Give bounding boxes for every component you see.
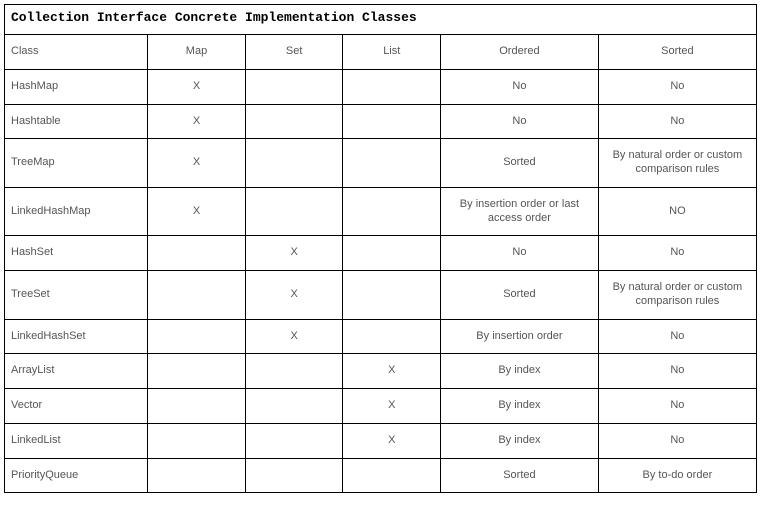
- table-row: HashtableX NoNo: [5, 104, 756, 139]
- table-cell: No: [598, 389, 756, 424]
- table-cell: TreeSet: [5, 271, 148, 320]
- table-header-row: Class Map Set List Ordered Sorted: [5, 35, 756, 70]
- table-cell: By natural order or custom comparison ru…: [598, 271, 756, 320]
- table-cell: X: [245, 271, 343, 320]
- table-cell: LinkedHashMap: [5, 187, 148, 236]
- table-cell: [245, 104, 343, 139]
- collections-table-container: Collection Interface Concrete Implementa…: [4, 4, 757, 493]
- table-cell: [148, 423, 246, 458]
- table-row: PriorityQueue SortedBy to-do order: [5, 458, 756, 492]
- table-cell: No: [441, 236, 599, 271]
- table-cell: HashMap: [5, 69, 148, 104]
- table-cell: HashSet: [5, 236, 148, 271]
- table-cell: No: [598, 354, 756, 389]
- table-cell: [148, 389, 246, 424]
- table-row: LinkedHashSet X By insertion orderNo: [5, 319, 756, 354]
- table-cell: [245, 354, 343, 389]
- table-cell: X: [245, 319, 343, 354]
- table-cell: [343, 139, 441, 188]
- table-cell: LinkedList: [5, 423, 148, 458]
- table-cell: LinkedHashSet: [5, 319, 148, 354]
- table-cell: X: [148, 187, 246, 236]
- table-cell: No: [598, 104, 756, 139]
- col-header-class: Class: [5, 35, 148, 70]
- table-cell: [245, 187, 343, 236]
- col-header-sorted: Sorted: [598, 35, 756, 70]
- table-cell: NO: [598, 187, 756, 236]
- table-cell: By index: [441, 354, 599, 389]
- table-cell: [343, 271, 441, 320]
- table-cell: [245, 389, 343, 424]
- table-cell: X: [245, 236, 343, 271]
- table-body: HashMapXNoNoHashtableXNoNoTreeMapXSorted…: [5, 69, 756, 492]
- table-cell: Sorted: [441, 458, 599, 492]
- table-cell: [148, 319, 246, 354]
- table-cell: By insertion order or last access order: [441, 187, 599, 236]
- table-cell: PriorityQueue: [5, 458, 148, 492]
- collections-table: Class Map Set List Ordered Sorted HashMa…: [5, 34, 756, 492]
- table-cell: Hashtable: [5, 104, 148, 139]
- table-row: ArrayList XBy indexNo: [5, 354, 756, 389]
- table-row: TreeSet X SortedBy natural order or custom…: [5, 271, 756, 320]
- table-cell: X: [148, 139, 246, 188]
- table-cell: No: [598, 69, 756, 104]
- table-cell: By natural order or custom comparison ru…: [598, 139, 756, 188]
- table-cell: [245, 423, 343, 458]
- table-row: HashMapX NoNo: [5, 69, 756, 104]
- table-cell: ArrayList: [5, 354, 148, 389]
- table-cell: [245, 139, 343, 188]
- table-cell: No: [598, 319, 756, 354]
- col-header-list: List: [343, 35, 441, 70]
- table-cell: Vector: [5, 389, 148, 424]
- table-cell: TreeMap: [5, 139, 148, 188]
- table-cell: By index: [441, 423, 599, 458]
- table-cell: [245, 458, 343, 492]
- table-row: HashSet X NoNo: [5, 236, 756, 271]
- table-cell: X: [148, 104, 246, 139]
- table-cell: [148, 236, 246, 271]
- col-header-ordered: Ordered: [441, 35, 599, 70]
- table-cell: Sorted: [441, 271, 599, 320]
- table-cell: [343, 236, 441, 271]
- table-cell: [343, 319, 441, 354]
- table-cell: [343, 458, 441, 492]
- table-cell: [148, 354, 246, 389]
- table-cell: [343, 187, 441, 236]
- table-row: Vector XBy indexNo: [5, 389, 756, 424]
- table-cell: By index: [441, 389, 599, 424]
- table-cell: No: [598, 236, 756, 271]
- table-cell: Sorted: [441, 139, 599, 188]
- col-header-map: Map: [148, 35, 246, 70]
- table-cell: No: [598, 423, 756, 458]
- table-cell: X: [343, 423, 441, 458]
- table-cell: No: [441, 69, 599, 104]
- table-cell: No: [441, 104, 599, 139]
- table-cell: [245, 69, 343, 104]
- table-cell: [343, 69, 441, 104]
- table-cell: By to-do order: [598, 458, 756, 492]
- table-cell: X: [343, 354, 441, 389]
- table-row: LinkedList XBy indexNo: [5, 423, 756, 458]
- table-cell: X: [343, 389, 441, 424]
- table-cell: [148, 271, 246, 320]
- table-title: Collection Interface Concrete Implementa…: [5, 5, 756, 34]
- table-cell: X: [148, 69, 246, 104]
- table-cell: [148, 458, 246, 492]
- table-row: LinkedHashMapX By insertion order or last…: [5, 187, 756, 236]
- table-row: TreeMapX SortedBy natural order or custom…: [5, 139, 756, 188]
- col-header-set: Set: [245, 35, 343, 70]
- table-cell: By insertion order: [441, 319, 599, 354]
- table-cell: [343, 104, 441, 139]
